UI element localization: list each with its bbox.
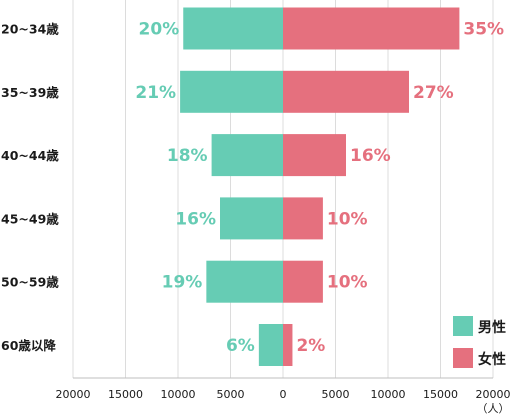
x-axis: 20000 15000 10000 5000 0 5000 10000 15000 20000（… xyxy=(56,377,511,415)
category-label: 50~59歳 xyxy=(1,275,59,290)
data-label-male: 6% xyxy=(226,336,255,356)
bar-female xyxy=(283,134,346,177)
data-labels: 20% 21% 18% 16% 19% 6% 35% 27% 16% 10% 10% 2% xyxy=(135,20,504,357)
bar-male xyxy=(258,324,283,366)
data-label-female: 10% xyxy=(327,273,368,293)
legend-swatch xyxy=(453,316,473,336)
data-label-male: 16% xyxy=(175,209,216,229)
x-tick-label: 0 xyxy=(280,388,287,401)
data-label-female: 2% xyxy=(296,336,325,356)
data-label-male: 19% xyxy=(162,273,203,293)
x-tick-label: 5000 xyxy=(322,388,350,401)
x-tick-label: 15000 xyxy=(423,388,458,401)
bar-male xyxy=(183,7,283,50)
category-labels: 20~34歳 35~39歳 40~44歳 45~49歳 50~59歳 60歳以降 xyxy=(1,22,59,354)
x-tick-label: 10000 xyxy=(161,388,196,401)
data-label-female: 27% xyxy=(413,83,454,103)
x-tick-label: 15000 xyxy=(108,388,143,401)
bar-female xyxy=(283,260,323,303)
bar-female xyxy=(283,197,323,240)
x-tick-label: 20000 xyxy=(476,388,511,401)
legend-label: 男性 xyxy=(478,319,506,336)
bar-female xyxy=(283,324,293,366)
bar-male xyxy=(211,134,283,177)
x-tick-label: 20000 xyxy=(56,388,91,401)
bar-female xyxy=(283,7,460,50)
bars xyxy=(180,7,460,366)
bar-female xyxy=(283,70,409,113)
bar-male xyxy=(206,260,283,303)
data-label-male: 21% xyxy=(135,83,176,103)
bar-male xyxy=(220,197,283,240)
legend-swatch xyxy=(453,348,473,368)
data-label-female: 35% xyxy=(463,20,504,40)
category-label: 20~34歳 xyxy=(1,22,59,37)
x-tick-label: 5000 xyxy=(217,388,245,401)
category-label: 40~44歳 xyxy=(1,148,59,163)
unit-label: （人） xyxy=(477,402,510,415)
data-label-female: 10% xyxy=(327,209,368,229)
x-tick-label: 10000 xyxy=(371,388,406,401)
bar-male xyxy=(180,70,283,113)
grid-lines xyxy=(72,0,494,378)
category-label: 35~39歳 xyxy=(1,85,59,100)
legend-label: 女性 xyxy=(478,351,506,368)
data-label-male: 20% xyxy=(139,20,180,40)
category-label: 45~49歳 xyxy=(1,211,59,226)
category-label: 60歳以降 xyxy=(1,338,56,353)
data-label-male: 18% xyxy=(167,146,208,166)
data-label-female: 16% xyxy=(350,146,391,166)
